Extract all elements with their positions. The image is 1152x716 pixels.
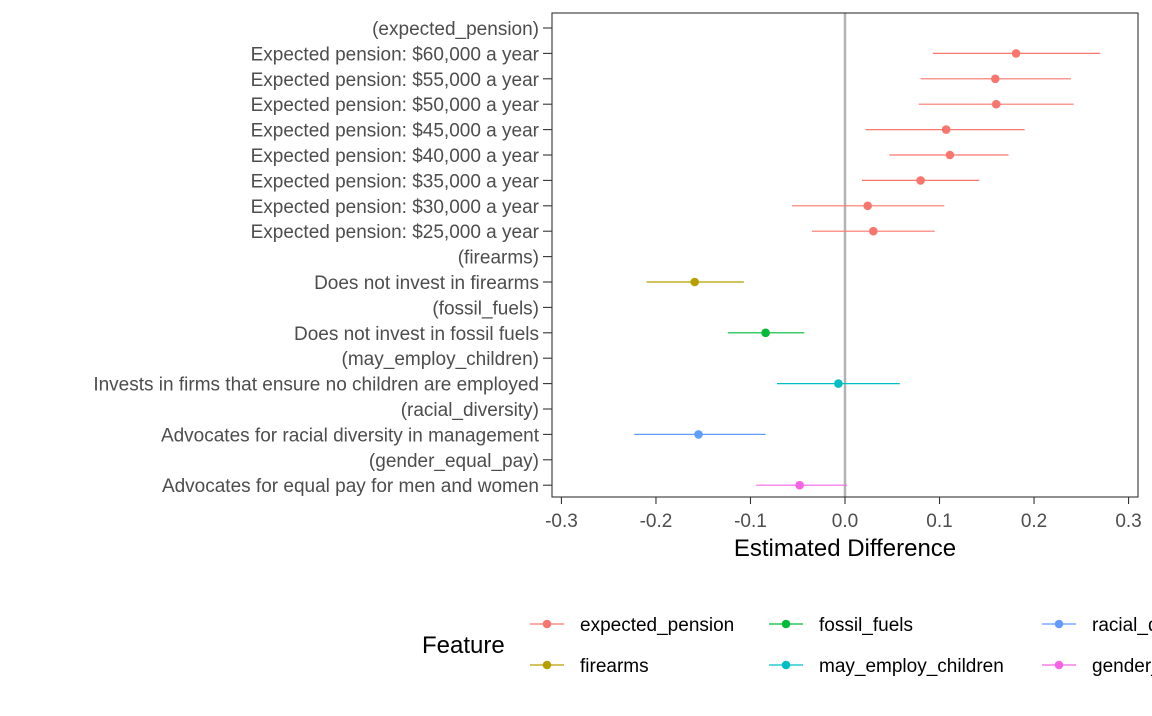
x-tick-label: 0.2	[1021, 511, 1047, 532]
point-estimate-expected_pension	[916, 176, 925, 185]
y-tick-label: (gender_equal_pay)	[369, 451, 539, 472]
y-tick-label: Expected pension: $50,000 a year	[251, 95, 540, 116]
y-tick-label: (racial_diversity)	[401, 400, 539, 421]
x-tick-label: -0.2	[640, 511, 673, 532]
point-estimate-expected_pension	[863, 201, 872, 211]
y-tick-label: Invests in firms that ensure no children…	[93, 375, 539, 396]
legend-label-fossil_fuels: fossil_fuels	[819, 615, 913, 636]
point-estimate-may_employ_children	[834, 379, 843, 388]
point-estimate-expected_pension	[991, 99, 1001, 109]
rows-group: (expected_pension) Expected pension: $60,…	[93, 19, 1101, 497]
legend-key-point-gender_equal_pay	[1054, 660, 1064, 670]
y-tick-label: Does not invest in firearms	[314, 273, 539, 294]
point-estimate-expected_pension	[945, 150, 955, 160]
x-tick-label: -0.3	[545, 511, 578, 532]
y-tick-label: Expected pension: $35,000 a year	[251, 171, 540, 192]
x-axis-title: Estimated Difference	[734, 535, 956, 562]
x-tick-label: 0.1	[926, 511, 952, 532]
y-tick-label: (fossil_fuels)	[432, 298, 539, 319]
y-tick-label: Advocates for equal pay for men and wome…	[162, 476, 539, 497]
legend: expected_pension firearms fossil_fuels may_…	[530, 615, 1152, 677]
y-tick-label: Advocates for racial diversity in manage…	[161, 425, 540, 446]
legend-label-firearms: firearms	[580, 656, 649, 677]
y-tick-label: Expected pension: $60,000 a year	[251, 44, 540, 65]
legend-label-may_employ_children: may_employ_children	[819, 656, 1004, 677]
point-estimate-expected_pension	[869, 226, 878, 236]
legend-key-point-firearms	[542, 660, 552, 670]
y-tick-label: Expected pension: $45,000 a year	[251, 121, 540, 142]
y-tick-label: Expected pension: $30,000 a year	[251, 197, 540, 218]
y-tick-label: Does not invest in fossil fuels	[294, 324, 539, 345]
y-tick-label: (may_employ_children)	[342, 349, 539, 370]
point-estimate-expected_pension	[941, 125, 951, 134]
legend-key-point-may_employ_children	[781, 660, 791, 670]
legend-label-expected_pension: expected_pension	[580, 615, 734, 636]
y-tick-label: Expected pension: $40,000 a year	[251, 146, 540, 167]
y-tick-label: (firearms)	[458, 248, 539, 269]
legend-key-point-expected_pension	[542, 619, 552, 629]
x-tick-label: 0.3	[1115, 511, 1141, 532]
x-tick-label: 0.0	[832, 511, 858, 532]
point-estimate-racial_diversity	[694, 430, 703, 439]
legend-label-racial_diversity: racial_diversity	[1092, 615, 1152, 636]
legend-title: Feature	[422, 632, 505, 659]
legend-label-gender_equal_pay: gender_equal_pay	[1092, 656, 1152, 677]
point-estimate-gender_equal_pay	[795, 480, 804, 490]
y-tick-label: Expected pension: $25,000 a year	[251, 222, 540, 243]
legend-key-point-fossil_fuels	[781, 619, 791, 629]
point-estimate-expected_pension	[990, 74, 1000, 84]
y-tick-label: Expected pension: $55,000 a year	[251, 70, 540, 91]
point-estimate-expected_pension	[1011, 49, 1021, 58]
point-estimate-fossil_fuels	[761, 328, 770, 338]
x-axis: -0.3 -0.2 -0.1 0.0 0.1 0.2 0.3	[545, 497, 1142, 532]
x-tick-label: -0.1	[734, 511, 767, 532]
legend-key-point-racial_diversity	[1054, 619, 1064, 629]
y-tick-label: (expected_pension)	[372, 19, 539, 40]
point-estimate-firearms	[690, 277, 700, 287]
